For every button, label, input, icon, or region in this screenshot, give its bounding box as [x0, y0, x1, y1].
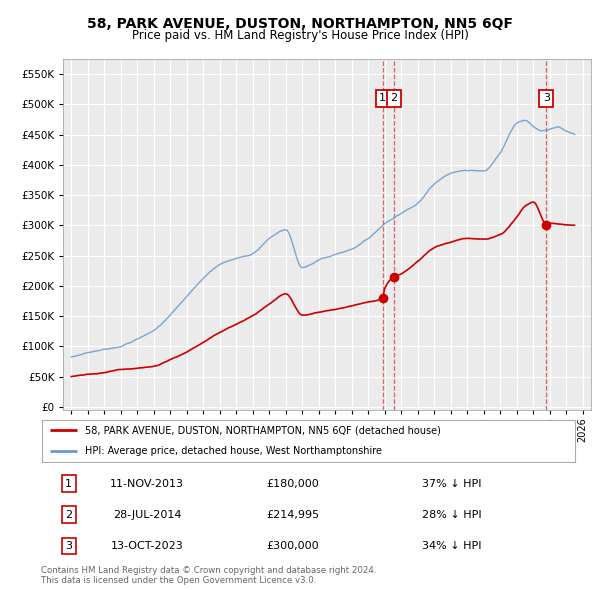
Text: 37% ↓ HPI: 37% ↓ HPI	[422, 478, 482, 489]
Text: £180,000: £180,000	[266, 478, 319, 489]
Text: 2: 2	[391, 93, 398, 103]
Text: 1: 1	[379, 93, 386, 103]
Text: Contains HM Land Registry data © Crown copyright and database right 2024.: Contains HM Land Registry data © Crown c…	[41, 566, 376, 575]
Text: Price paid vs. HM Land Registry's House Price Index (HPI): Price paid vs. HM Land Registry's House …	[131, 30, 469, 42]
Text: 13-OCT-2023: 13-OCT-2023	[110, 541, 184, 551]
Text: 3: 3	[543, 93, 550, 103]
Text: £214,995: £214,995	[266, 510, 319, 520]
Text: 2: 2	[65, 510, 72, 520]
Text: £300,000: £300,000	[266, 541, 319, 551]
Text: HPI: Average price, detached house, West Northamptonshire: HPI: Average price, detached house, West…	[85, 446, 382, 455]
Text: 28-JUL-2014: 28-JUL-2014	[113, 510, 181, 520]
Text: 1: 1	[65, 478, 72, 489]
Text: 58, PARK AVENUE, DUSTON, NORTHAMPTON, NN5 6QF: 58, PARK AVENUE, DUSTON, NORTHAMPTON, NN…	[87, 17, 513, 31]
Text: 34% ↓ HPI: 34% ↓ HPI	[422, 541, 482, 551]
Text: 11-NOV-2013: 11-NOV-2013	[110, 478, 184, 489]
Text: This data is licensed under the Open Government Licence v3.0.: This data is licensed under the Open Gov…	[41, 576, 316, 585]
Text: 28% ↓ HPI: 28% ↓ HPI	[422, 510, 482, 520]
Text: 58, PARK AVENUE, DUSTON, NORTHAMPTON, NN5 6QF (detached house): 58, PARK AVENUE, DUSTON, NORTHAMPTON, NN…	[85, 425, 441, 435]
FancyBboxPatch shape	[42, 420, 575, 462]
Text: 3: 3	[65, 541, 72, 551]
